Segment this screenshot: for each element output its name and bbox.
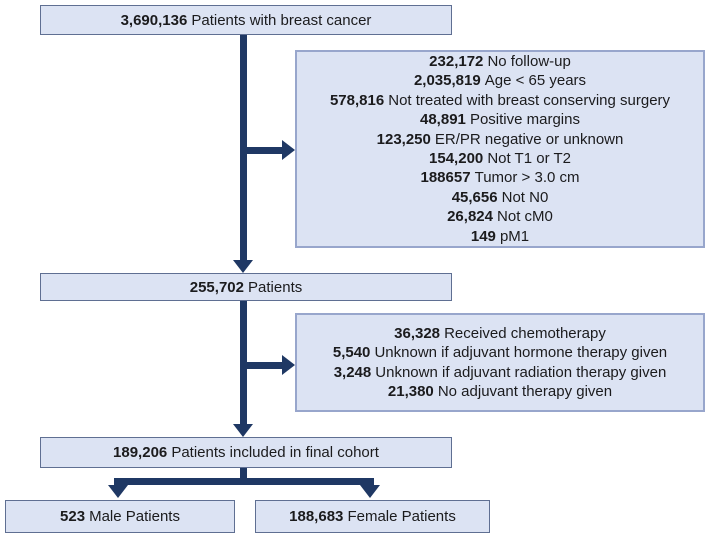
exclusion-item: 149 pM1 xyxy=(471,227,529,246)
node-male-patients: 523 Male Patients xyxy=(5,500,235,533)
arrow-final-split-stub xyxy=(240,468,247,485)
exclusion-item: 21,380 No adjuvant therapy given xyxy=(388,382,612,401)
node-male-label: Male Patients xyxy=(89,508,180,525)
exclusion-label: No follow-up xyxy=(487,52,571,70)
exclusion-count: 149 xyxy=(470,227,496,245)
node-total-label: Patients with breast cancer xyxy=(191,11,372,29)
exclusion-count: 48,891 xyxy=(420,111,466,129)
arrowhead-down-icon xyxy=(233,424,253,437)
exclusion-count: 2,035,819 xyxy=(413,72,481,90)
node-female-text: 188,683 Female Patients xyxy=(289,508,456,525)
exclusion-item: 232,172 No follow-up xyxy=(429,52,571,71)
exclusion-count: 21,380 xyxy=(387,382,434,400)
exclusion-item: 578,816 Not treated with breast conservin… xyxy=(330,91,670,110)
exclusion-label: Positive margins xyxy=(469,111,580,129)
exclusion-label: ER/PR negative or unknown xyxy=(434,130,624,148)
exclusion-label: pM1 xyxy=(499,227,530,245)
exclusion-item: 2,035,819 Age < 65 years xyxy=(414,71,586,90)
exclusion-item: 188657 Tumor > 3.0 cm xyxy=(421,168,580,187)
exclusion-item: 36,328 Received chemotherapy xyxy=(394,324,606,343)
exclusion-box-stage1: 232,172 No follow-up 2,035,819 Age < 65 ye… xyxy=(295,50,705,248)
arrowhead-right-icon xyxy=(282,355,295,375)
exclusion-label: Received chemotherapy xyxy=(444,324,606,342)
exclusion-item: 48,891 Positive margins xyxy=(420,110,580,129)
node-female-patients: 188,683 Female Patients xyxy=(255,500,490,533)
exclusion-item: 26,824 Not cM0 xyxy=(447,207,553,226)
node-final-count: 189,206 xyxy=(113,444,168,461)
node-male-text: 523 Male Patients xyxy=(60,508,180,525)
arrowhead-down-icon xyxy=(108,485,128,498)
arrowhead-down-icon xyxy=(360,485,380,498)
node-female-count: 188,683 xyxy=(289,508,344,525)
exclusion-count: 26,824 xyxy=(447,208,493,226)
node-total-patients: 3,690,136 Patients with breast cancer xyxy=(40,5,452,35)
exclusion-count: 232,172 xyxy=(429,52,484,70)
exclusion-label: No adjuvant therapy given xyxy=(437,382,613,400)
node-final-label: Patients included in final cohort xyxy=(171,444,379,461)
exclusion-count: 123,250 xyxy=(376,130,431,148)
exclusion-label: Not cM0 xyxy=(497,208,553,226)
node-final-text: 189,206 Patients included in final cohort xyxy=(113,444,379,461)
arrow-final-split-bar xyxy=(114,478,374,485)
exclusion-item: 45,656 Not N0 xyxy=(452,188,549,207)
arrowhead-right-icon xyxy=(282,140,295,160)
exclusion-label: Unknown if adjuvant radiation therapy gi… xyxy=(375,363,667,381)
node-mid-label: Patients xyxy=(248,278,303,296)
exclusion-label: Age < 65 years xyxy=(484,72,587,90)
exclusion-count: 45,656 xyxy=(451,188,498,206)
exclusion-label: Not T1 or T2 xyxy=(487,150,571,167)
node-mid-text: 255,702 Patients xyxy=(190,279,302,296)
node-final-cohort: 189,206 Patients included in final cohort xyxy=(40,437,452,468)
exclusion-count: 154,200 xyxy=(429,150,484,167)
exclusion-item: 123,250 ER/PR negative or unknown xyxy=(377,130,624,149)
node-female-label: Female Patients xyxy=(347,508,456,525)
exclusion-item: 3,248 Unknown if adjuvant radiation thera… xyxy=(334,363,667,382)
exclusion-count: 578,816 xyxy=(329,91,385,109)
arrowhead-down-icon xyxy=(233,260,253,273)
exclusion-count: 5,540 xyxy=(332,344,371,362)
exclusion-label: Not N0 xyxy=(501,188,549,206)
arrow-branch-exclusion1 xyxy=(243,147,283,154)
exclusion-label: Not treated with breast conserving surge… xyxy=(388,91,671,109)
arrow-branch-exclusion2 xyxy=(243,362,283,369)
exclusion-box-stage2: 36,328 Received chemotherapy 5,540 Unknown… xyxy=(295,313,705,412)
node-total-count: 3,690,136 xyxy=(120,11,188,29)
exclusion-label: Unknown if adjuvant hormone therapy give… xyxy=(374,344,668,362)
exclusion-count: 188657 xyxy=(420,169,471,187)
exclusion-count: 3,248 xyxy=(333,363,372,381)
exclusion-item: 154,200 Not T1 or T2 xyxy=(429,149,571,168)
exclusion-item: 5,540 Unknown if adjuvant hormone therapy… xyxy=(333,343,667,362)
node-mid-count: 255,702 xyxy=(189,278,244,296)
node-total-text: 3,690,136 Patients with breast cancer xyxy=(121,12,372,29)
node-mid-patients: 255,702 Patients xyxy=(40,273,452,301)
exclusion-count: 36,328 xyxy=(394,324,441,342)
node-male-count: 523 xyxy=(60,508,86,525)
exclusion-label: Tumor > 3.0 cm xyxy=(474,169,580,187)
